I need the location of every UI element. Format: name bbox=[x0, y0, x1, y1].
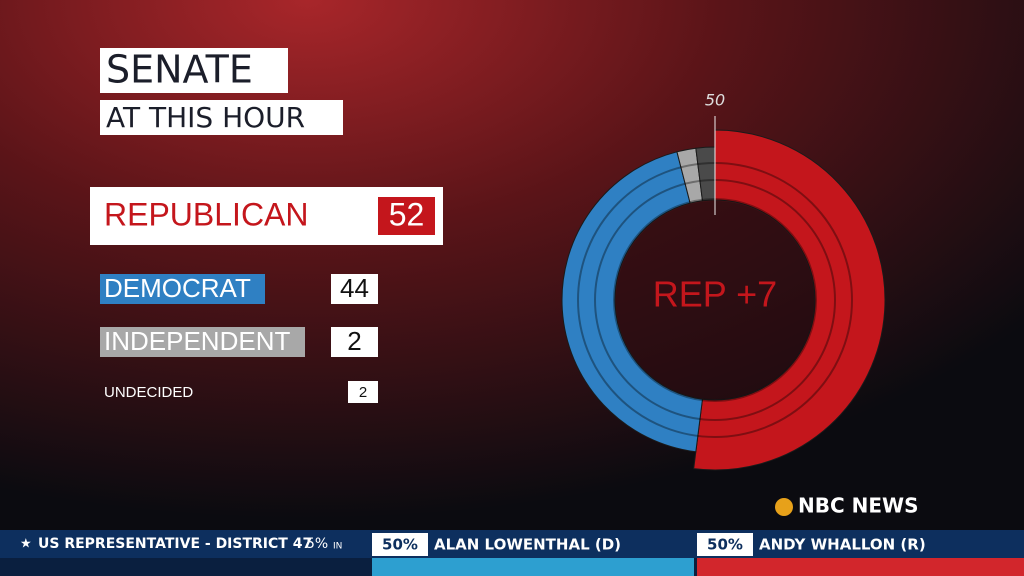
legend-label: REPUBLICAN bbox=[104, 196, 309, 232]
legend-value-box bbox=[331, 274, 378, 304]
dem-strip bbox=[372, 558, 694, 576]
title-box bbox=[100, 48, 288, 93]
logo: NBC NEWS bbox=[775, 494, 919, 518]
legend-value: 44 bbox=[340, 273, 369, 303]
candidate-name: ALAN LOWENTHAL (D) bbox=[434, 536, 621, 554]
pct-box bbox=[697, 533, 753, 556]
donut-chart bbox=[561, 129, 886, 471]
subtitle-box bbox=[100, 100, 343, 135]
center-label: REP +7 bbox=[653, 274, 777, 315]
reporting: 5% bbox=[306, 536, 328, 552]
legend-label: DEMOCRAT bbox=[104, 273, 251, 303]
ticker: ★ US REPRESENTATIVE - DISTRICT 47 5% IN … bbox=[0, 530, 1024, 576]
donut-segment bbox=[693, 129, 886, 471]
legend-label: INDEPENDENT bbox=[104, 326, 290, 356]
legend-swatch bbox=[100, 274, 265, 304]
legend-value-box bbox=[348, 381, 378, 403]
title: SENATE bbox=[106, 48, 253, 92]
legend: REPUBLICAN 52 DEMOCRAT 44 INDEPENDENT 2 UNDECI… bbox=[90, 187, 443, 403]
ticker-star: ★ bbox=[20, 537, 32, 552]
majority-label: 50 bbox=[705, 91, 725, 110]
legend-swatch bbox=[100, 327, 305, 357]
reporting-unit: IN bbox=[333, 542, 342, 552]
rep-strip bbox=[697, 558, 1024, 576]
legend-value-box bbox=[378, 197, 435, 235]
candidate-pct: 50% bbox=[382, 536, 418, 554]
legend-label: UNDECIDED bbox=[104, 384, 193, 401]
race: US REPRESENTATIVE - DISTRICT 47 bbox=[38, 536, 312, 552]
logo-text: NBC NEWS bbox=[798, 494, 919, 518]
legend-value: 52 bbox=[389, 196, 425, 232]
donut-hole bbox=[616, 201, 814, 399]
ticker-bar bbox=[0, 530, 1024, 558]
subtitle: AT THIS HOUR bbox=[106, 101, 305, 134]
candidate-pct: 50% bbox=[707, 536, 743, 554]
legend-value-box bbox=[331, 327, 378, 357]
legend-value: 2 bbox=[359, 384, 367, 401]
candidate-name: ANDY WHALLON (R) bbox=[759, 536, 926, 554]
donut-segment bbox=[561, 151, 704, 453]
legend-value: 2 bbox=[347, 326, 361, 356]
pct-box bbox=[372, 533, 428, 556]
